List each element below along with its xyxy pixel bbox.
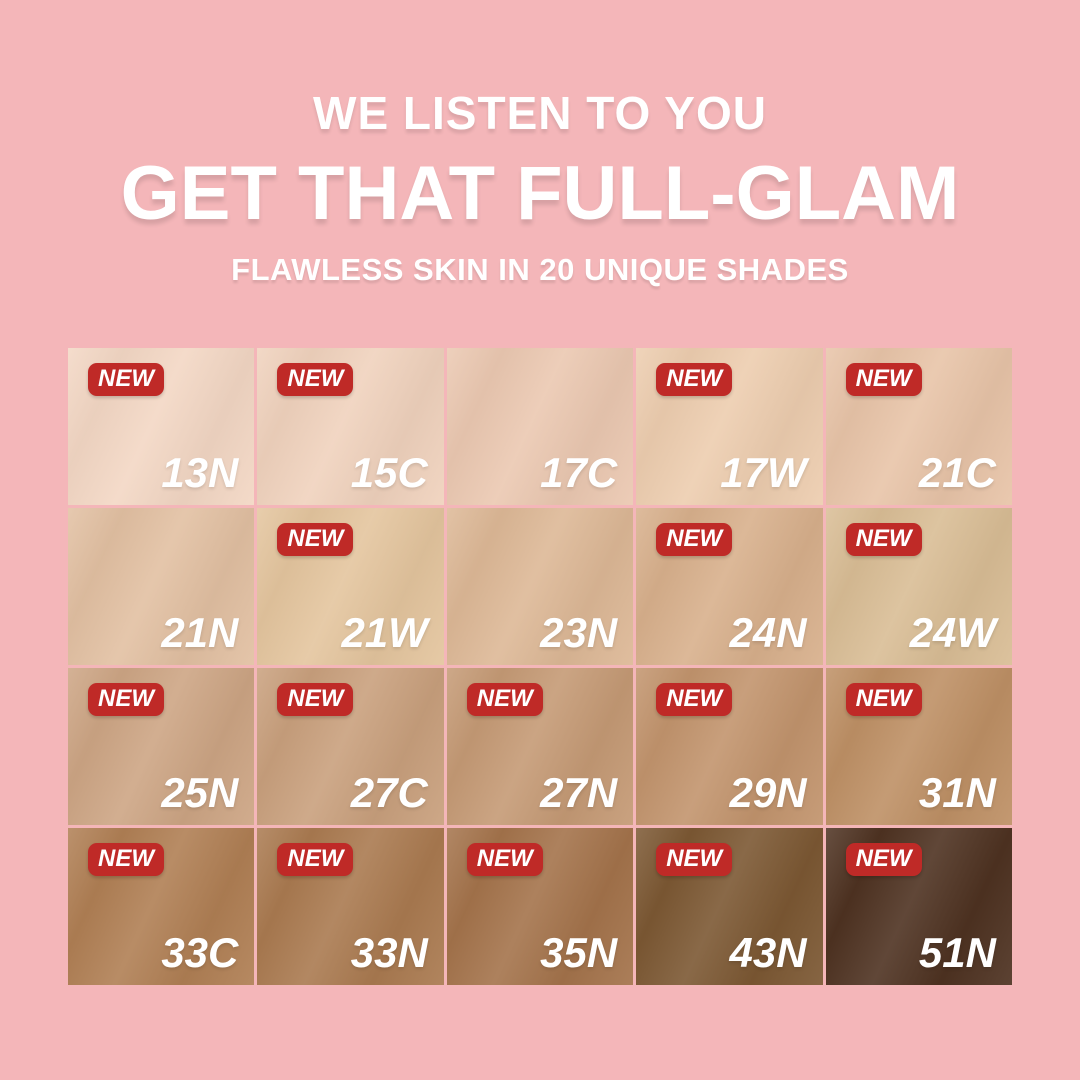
new-badge: NEW [845,683,922,716]
shade-swatch-24n: NEW 24N [636,508,823,665]
shade-swatch-43n: NEW 43N [636,828,823,985]
shade-swatch-29n: NEW 29N [636,668,823,825]
shade-grid: NEW 13N NEW 15C 17C NEW 17W NEW 21C 21N NEW 21W 23N N… [68,348,1012,985]
shade-label: 17C [540,449,618,496]
new-badge: NEW [845,363,922,396]
shade-label: 43N [729,929,807,976]
new-badge: NEW [88,683,164,716]
shade-swatch-35n: NEW 35N [446,828,634,985]
shade-swatch-21n: 21N [68,508,255,665]
new-badge: NEW [656,843,733,876]
new-badge: NEW [277,843,354,876]
shade-label: 24N [729,609,807,656]
header-subtitle: WE LISTEN TO YOU [313,87,767,139]
new-badge: NEW [845,843,922,876]
new-badge: NEW [88,363,164,396]
shade-label: 29N [729,769,807,816]
shade-swatch-31n: NEW 31N [825,668,1012,825]
new-badge: NEW [277,363,354,396]
new-badge: NEW [845,523,922,556]
new-badge: NEW [88,843,164,876]
new-badge: NEW [277,683,354,716]
shade-label: 25N [161,769,239,816]
shade-label: 31N [918,769,996,816]
shade-label: 33N [350,929,428,976]
shade-label: 13N [161,449,239,496]
header-tagline: FLAWLESS SKIN IN 20 UNIQUE SHADES [231,252,849,287]
new-badge: NEW [466,683,543,716]
shade-swatch-13n: NEW 13N [68,348,255,505]
shade-label: 21W [341,609,428,656]
shade-label: 21C [918,449,996,496]
new-badge: NEW [656,683,733,716]
new-badge: NEW [656,523,733,556]
new-badge: NEW [466,843,543,876]
shade-label: 24W [909,609,996,656]
shade-label: 35N [540,929,618,976]
new-badge: NEW [656,363,733,396]
shade-swatch-15c: NEW 15C [257,348,444,505]
shade-label: 17W [720,449,807,496]
shade-label: 21N [161,609,239,656]
shade-label: 23N [540,609,618,656]
new-badge: NEW [277,523,354,556]
shade-swatch-17w: NEW 17W [636,348,823,505]
shade-swatch-27c: NEW 27C [257,668,444,825]
shade-label: 27N [540,769,618,816]
shade-label: 51N [918,929,996,976]
shade-swatch-27n: NEW 27N [446,668,634,825]
shade-swatch-33n: NEW 33N [257,828,444,985]
shade-swatch-17c: 17C [446,348,634,505]
shade-label: 33C [161,929,239,976]
shade-swatch-25n: NEW 25N [68,668,255,825]
shade-label: 15C [350,449,428,496]
shade-swatch-21c: NEW 21C [825,348,1012,505]
header-title: GET THAT FULL-GLAM [120,151,960,236]
shade-swatch-21w: NEW 21W [257,508,444,665]
shade-label: 27C [350,769,428,816]
shade-swatch-51n: NEW 51N [825,828,1012,985]
shade-swatch-24w: NEW 24W [825,508,1012,665]
shade-swatch-33c: NEW 33C [68,828,255,985]
shade-swatch-23n: 23N [446,508,634,665]
